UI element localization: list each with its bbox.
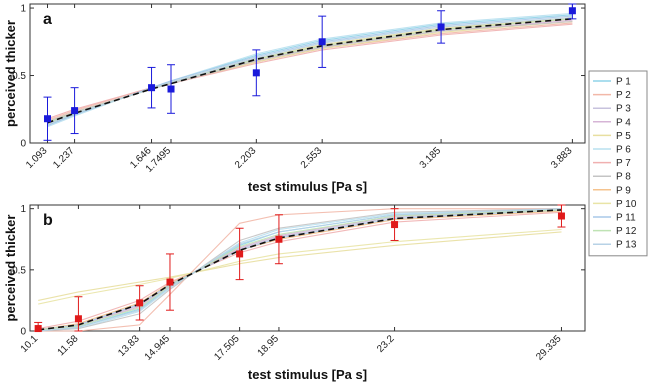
series-line-p5 (47, 20, 573, 122)
data-point (43, 115, 51, 123)
data-point (148, 84, 156, 92)
y-tick-label: 0.5 (12, 71, 26, 82)
legend-box (588, 70, 648, 257)
legend-entry: P 4 (616, 117, 631, 128)
legend-entry: P 5 (616, 131, 631, 142)
legend-entry: P 8 (616, 172, 631, 183)
series-line-p5 (38, 231, 562, 301)
data-point (166, 278, 174, 286)
y-tick-label: 1 (20, 4, 26, 15)
series-line-p4 (47, 19, 573, 124)
legend-entry: P 9 (616, 185, 631, 196)
legend-entry: P 13 (616, 240, 637, 251)
legend-entry: P 12 (616, 226, 637, 237)
data-point (568, 7, 576, 15)
x-tick-label: 3.883 (549, 145, 575, 171)
series-line-p2 (47, 22, 573, 121)
axes-frame (29, 204, 586, 332)
series-line-p1 (47, 14, 573, 127)
panel-label: b (43, 212, 53, 229)
x-tick-label: 13.83 (116, 333, 142, 359)
x-tick-label: 14.945 (143, 333, 173, 363)
y-axis-label: perceived thicker (3, 20, 18, 127)
x-tick-label: 2.203 (233, 145, 259, 171)
data-point (136, 299, 144, 307)
legend-entry: P 7 (616, 158, 631, 169)
series-line-p13 (38, 208, 562, 332)
legend-entry: P 2 (616, 90, 631, 101)
y-tick-label: 0.5 (12, 265, 26, 276)
mean-fit-line (47, 18, 573, 124)
series-line-p10 (47, 16, 573, 125)
series-line-p11 (47, 15, 573, 127)
axes-frame (29, 3, 586, 144)
x-tick-label: 2.553 (299, 145, 325, 171)
data-point (275, 235, 283, 243)
data-point (437, 23, 445, 31)
data-point (74, 315, 82, 323)
data-point (252, 69, 260, 77)
series-line-p6 (47, 12, 573, 128)
data-point (34, 325, 42, 333)
x-tick-label: 3.185 (418, 145, 444, 171)
series-line-p13 (47, 16, 573, 125)
legend-entry: P 6 (616, 145, 631, 156)
series-line-p8 (47, 20, 573, 122)
y-tick-label: 0 (20, 327, 26, 338)
panel-label: a (43, 11, 52, 28)
data-point (318, 38, 326, 46)
data-point (391, 221, 399, 229)
data-point (236, 250, 244, 258)
x-tick-label: 11.58 (56, 333, 81, 358)
x-tick-label: 18.95 (256, 333, 282, 359)
x-axis-label: test stimulus [Pa s] (248, 179, 367, 194)
series-line-p12 (47, 18, 573, 124)
series-line-p3 (47, 16, 573, 125)
series-line-p7 (47, 23, 573, 120)
x-tick-label: 23.2 (375, 333, 397, 355)
legend-entry: P 3 (616, 104, 631, 115)
data-point (71, 107, 79, 115)
series-line-p10 (38, 228, 562, 305)
series-line-p2 (38, 208, 562, 332)
legend-entry: P 1 (616, 77, 631, 88)
y-axis-label: perceived thicker (3, 215, 18, 322)
x-axis-label: test stimulus [Pa s] (248, 367, 367, 382)
x-tick-label: 1.237 (51, 145, 77, 171)
series-line-p9 (47, 18, 573, 124)
y-tick-label: 0 (20, 139, 26, 150)
x-tick-label: 29.335 (534, 333, 564, 363)
legend-entry: P 10 (616, 199, 637, 210)
legend: P 1 P 2 P 3 P 4 P 5 P 6 P 7 P 8 P 9 P 10 P 11 P 12 P… (588, 70, 648, 257)
x-tick-label: 1.093 (24, 145, 50, 171)
y-tick-label: 1 (20, 204, 26, 215)
mean-fit-line (38, 209, 562, 331)
data-point (557, 212, 565, 220)
data-point (167, 85, 175, 93)
legend-entry: P 11 (616, 213, 636, 224)
x-tick-label: 17.505 (212, 333, 242, 363)
